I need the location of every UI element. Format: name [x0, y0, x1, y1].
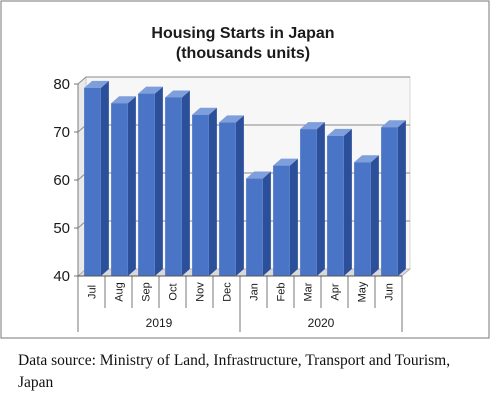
- bar-side: [289, 158, 298, 276]
- bar: [327, 135, 344, 276]
- bar-side: [127, 96, 136, 276]
- x-tick-label: Aug: [114, 282, 126, 302]
- bar-top: [273, 158, 298, 166]
- x-tick-label: May: [357, 281, 369, 302]
- plot-area: 40 50 60 70 80 Jul Aug Sep Oct Nov Dec Jan Feb Mar Apr…: [53, 76, 411, 332]
- bar-side: [343, 128, 352, 276]
- chart-title-line-2: (thousands units): [176, 45, 310, 62]
- x-tick-label: Dec: [222, 282, 234, 302]
- x-tick-label: Jun: [384, 283, 396, 301]
- chart-border: [0, 0, 490, 339]
- y-tick-label: 60: [53, 172, 70, 189]
- bar-chart: Housing Starts in Japan (thousands units…: [0, 0, 490, 339]
- bar-top: [111, 96, 136, 104]
- bar-top: [192, 107, 217, 115]
- year-group-label: 2020: [308, 316, 335, 330]
- bar: [381, 127, 398, 276]
- x-tick-label: Oct: [168, 283, 180, 300]
- bar-side: [370, 155, 379, 276]
- bar: [165, 97, 182, 276]
- bar-side: [100, 80, 109, 276]
- bar-side: [316, 122, 325, 277]
- bar: [111, 103, 128, 276]
- bar-side: [262, 171, 271, 276]
- chart-frame: Housing Starts in Japan (thousands units…: [0, 0, 490, 339]
- x-tick-label: Jul: [87, 285, 99, 299]
- y-tick-label: 70: [53, 124, 70, 141]
- bar-side: [208, 107, 217, 276]
- bar-top: [246, 171, 271, 179]
- bar: [300, 129, 317, 276]
- chart-title-line-1: Housing Starts in Japan: [151, 25, 334, 42]
- x-tick-label: Feb: [276, 283, 288, 302]
- year-group-label: 2019: [146, 316, 173, 330]
- bar: [246, 178, 263, 276]
- bar: [273, 165, 290, 276]
- x-tick-label: Nov: [195, 282, 207, 302]
- bar-top: [165, 90, 190, 98]
- bar-top: [381, 120, 406, 128]
- x-tick-label: Sep: [141, 282, 153, 302]
- bar: [219, 122, 236, 277]
- bar-top: [300, 122, 325, 130]
- y-tick-label: 80: [53, 76, 70, 93]
- bar: [138, 93, 155, 276]
- bar-side: [235, 115, 244, 277]
- bar-top: [327, 128, 352, 136]
- y-tick-label: 40: [53, 268, 70, 285]
- bar-side: [154, 86, 163, 276]
- y-tick-label: 50: [53, 220, 70, 237]
- bar: [84, 87, 101, 276]
- bar-side: [397, 120, 406, 276]
- bar-top: [84, 80, 109, 88]
- bar-side: [181, 90, 190, 276]
- gridline: [77, 76, 410, 85]
- bar-top: [138, 86, 163, 94]
- bar: [192, 114, 209, 276]
- bar: [354, 162, 371, 276]
- x-tick-label: Jan: [249, 283, 261, 301]
- x-tick-label: Mar: [303, 282, 315, 301]
- x-tick-label: Apr: [330, 283, 342, 300]
- data-source-note: Data source: Ministry of Land, Infrastru…: [18, 352, 451, 391]
- bar-top: [354, 155, 379, 163]
- bar-top: [219, 115, 244, 123]
